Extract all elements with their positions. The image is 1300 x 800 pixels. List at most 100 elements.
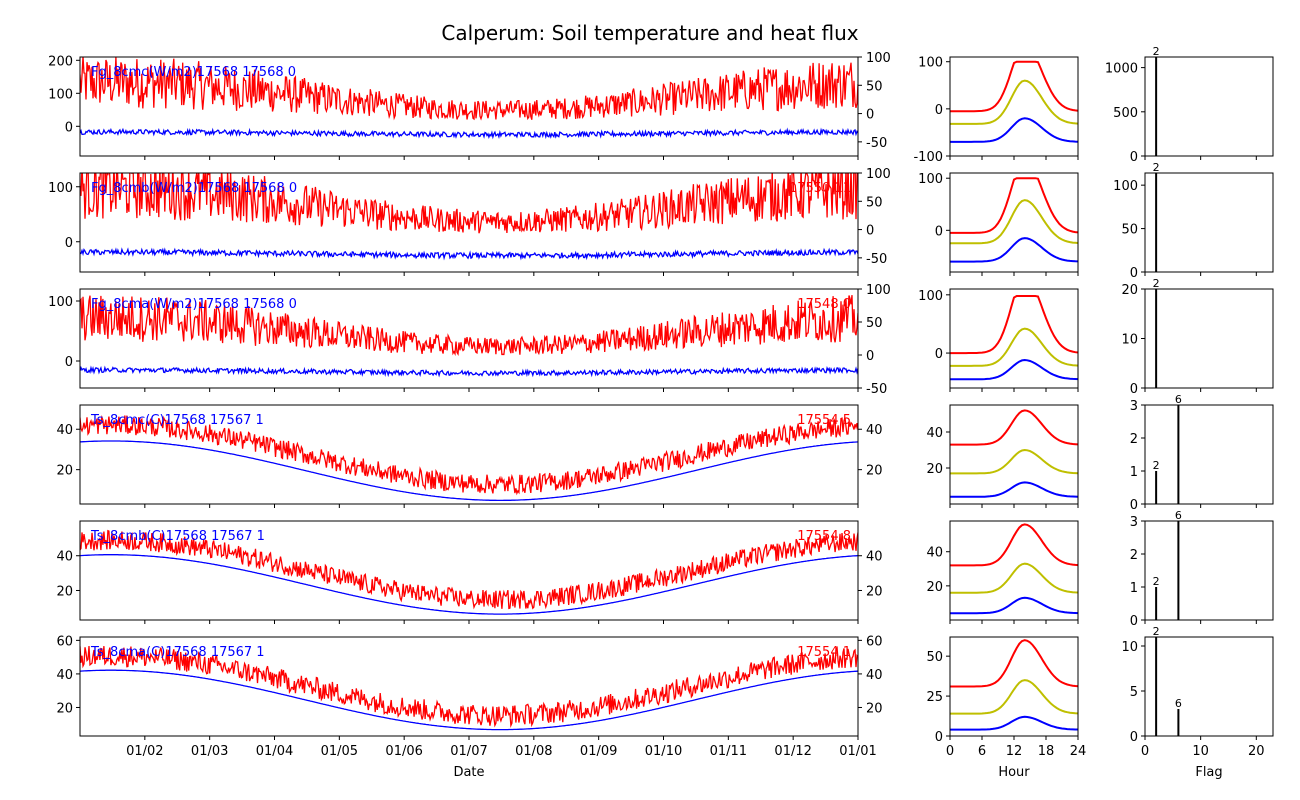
timeseries-row-1: 0 100 200 -50 0 50 100 Fg_8cmc(W/m2)17568 17568… (48, 51, 891, 160)
y-tick-label: 0 (1130, 382, 1138, 397)
x-tick-label: 01/01 (839, 744, 876, 759)
y-tick-label: 500 (1113, 106, 1138, 121)
y-tick-label: 50 (926, 650, 943, 665)
diurnal-row-6: 0 25 50 0 6 12 18 24 (926, 636, 1086, 759)
timeseries-row-4: 20 40 20 40 Ts_8cmc(C)17568 17567 1 17554 5 (56, 404, 883, 508)
y-tick-label: 20 (56, 701, 73, 716)
y-tick-label: 0 (1130, 614, 1138, 629)
flag-bar-label: 2 (1153, 161, 1160, 174)
y2-tick-label: 50 (866, 79, 883, 94)
y-tick-label: -100 (913, 150, 943, 165)
y2-tick-label: 20 (866, 701, 883, 716)
y-tick-label: 1 (1130, 581, 1138, 596)
flag-bar (1177, 709, 1180, 736)
series-label: Fg_8cma(W/m2)17568 17568 0 (91, 297, 297, 312)
x-tick-label: 01/10 (645, 744, 682, 759)
diurnal-red-line (950, 177, 1079, 234)
flag-frame (1144, 404, 1274, 505)
y-tick-label: 5 (1130, 685, 1138, 700)
y2-tick-label: 100 (866, 51, 891, 66)
series-red-line (80, 57, 858, 121)
diurnal-olive-line (950, 79, 1079, 125)
x-tick-label: 12 (1006, 744, 1023, 759)
diurnal-blue-line (950, 596, 1079, 615)
y-tick-label: 1 (1130, 465, 1138, 480)
y-tick-label: 40 (56, 550, 73, 565)
y-tick-label: 40 (926, 546, 943, 561)
y-tick-label: 20 (56, 464, 73, 479)
flag-frame (1144, 636, 1274, 737)
series-red-line (80, 415, 858, 496)
y2-tick-label: -50 (866, 252, 887, 267)
y2-tick-label: -50 (866, 136, 887, 151)
y-tick-label: 20 (926, 580, 943, 595)
y-tick-label: 1000 (1105, 62, 1138, 77)
diurnal-blue-line (950, 358, 1079, 381)
diurnal-row-3: 0 100 (918, 288, 1079, 392)
y-tick-label: 60 (56, 634, 73, 649)
flag-row-6: 2 6 0 5 10 0 10 20 (1121, 625, 1274, 759)
series-red-line (80, 173, 858, 234)
y2-tick-label: 20 (866, 464, 883, 479)
y-tick-label: 100 (918, 289, 943, 304)
diurnal-row-1: -100 0 100 (913, 56, 1079, 165)
flag-bar (1155, 173, 1158, 272)
y-tick-label: 2 (1130, 548, 1138, 563)
x-tick-label: 01/06 (385, 744, 422, 759)
series-count-label: 17548 0 (797, 297, 851, 312)
diurnal-red-line (950, 639, 1079, 688)
y-tick-label: 50 (1121, 223, 1138, 238)
x-tick-label: 01/11 (710, 744, 747, 759)
y-tick-label: 100 (1113, 179, 1138, 194)
y2-tick-label: 50 (866, 316, 883, 331)
diurnal-row-2: 0 100 (918, 172, 1079, 276)
timeseries-row-5: 20 40 20 40 Ts_8cmb(C)17568 17567 1 17554 8 (56, 520, 883, 624)
series-count-label: 17550 11 (789, 181, 851, 196)
flag-bar-label: 6 (1175, 509, 1182, 522)
flag-bar (1155, 57, 1158, 156)
y-tick-label: 0 (935, 103, 943, 118)
y-tick-label: 0 (65, 120, 73, 135)
x-tick-label: 01/09 (580, 744, 617, 759)
y-tick-label: 0 (1130, 266, 1138, 281)
y2-tick-label: -50 (866, 382, 887, 397)
series-label: Ts_8cma(C)17568 17567 1 (90, 645, 265, 660)
y-tick-label: 0 (1130, 150, 1138, 165)
diurnal-blue-line (950, 237, 1079, 263)
series-label: Ts_8cmc(C)17568 17567 1 (90, 413, 264, 428)
x-tick-label: 20 (1248, 744, 1265, 759)
y2-tick-label: 40 (866, 668, 883, 683)
series-count-label: 17554 5 (797, 413, 851, 428)
timeseries-row-2: 0 100 -50 0 50 100 Fg_8cmb(W/m2)17568 17568 0 1… (48, 167, 891, 276)
diurnal-olive-line (950, 562, 1079, 594)
flag-bar (1155, 289, 1158, 388)
x-tick-label: 01/04 (256, 744, 293, 759)
y-tick-label: 40 (56, 423, 73, 438)
y-tick-label: 100 (48, 295, 73, 310)
series-label: Fg_8cmc(W/m2)17568 17568 0 (91, 65, 296, 80)
chart-title: Calperum: Soil temperature and heat flux (441, 21, 858, 45)
series-label: Fg_8cmb(W/m2)17568 17568 0 (91, 181, 297, 196)
y2-tick-label: 60 (866, 634, 883, 649)
y-tick-label: 3 (1130, 515, 1138, 530)
flag-row-4: 2 6 0 1 2 3 (1130, 393, 1274, 513)
series-blue-line (80, 127, 858, 140)
x-tick-label: 10 (1192, 744, 1209, 759)
series-blue-line (80, 440, 858, 502)
series-label: Ts_8cmb(C)17568 17567 1 (90, 529, 265, 544)
y-tick-label: 100 (48, 181, 73, 196)
flag-frame (1144, 288, 1274, 389)
diurnal-olive-line (950, 679, 1079, 715)
y-tick-label: 200 (48, 54, 73, 69)
timeseries-row-3: 0 100 -50 0 50 100 Fg_8cma(W/m2)17568 17568 0 1… (48, 283, 891, 397)
flag-row-2: 2 0 50 100 (1113, 161, 1274, 281)
diurnal-olive-line (950, 327, 1079, 367)
flag-bar-label: 2 (1153, 625, 1160, 638)
timeseries-row-6: 20 40 60 20 40 60 01/02 01/03 01/04 01/05 01/06 01/… (56, 634, 882, 759)
series-blue-line (80, 554, 858, 615)
y2-tick-label: 100 (866, 283, 891, 298)
series-red-line (80, 645, 858, 728)
